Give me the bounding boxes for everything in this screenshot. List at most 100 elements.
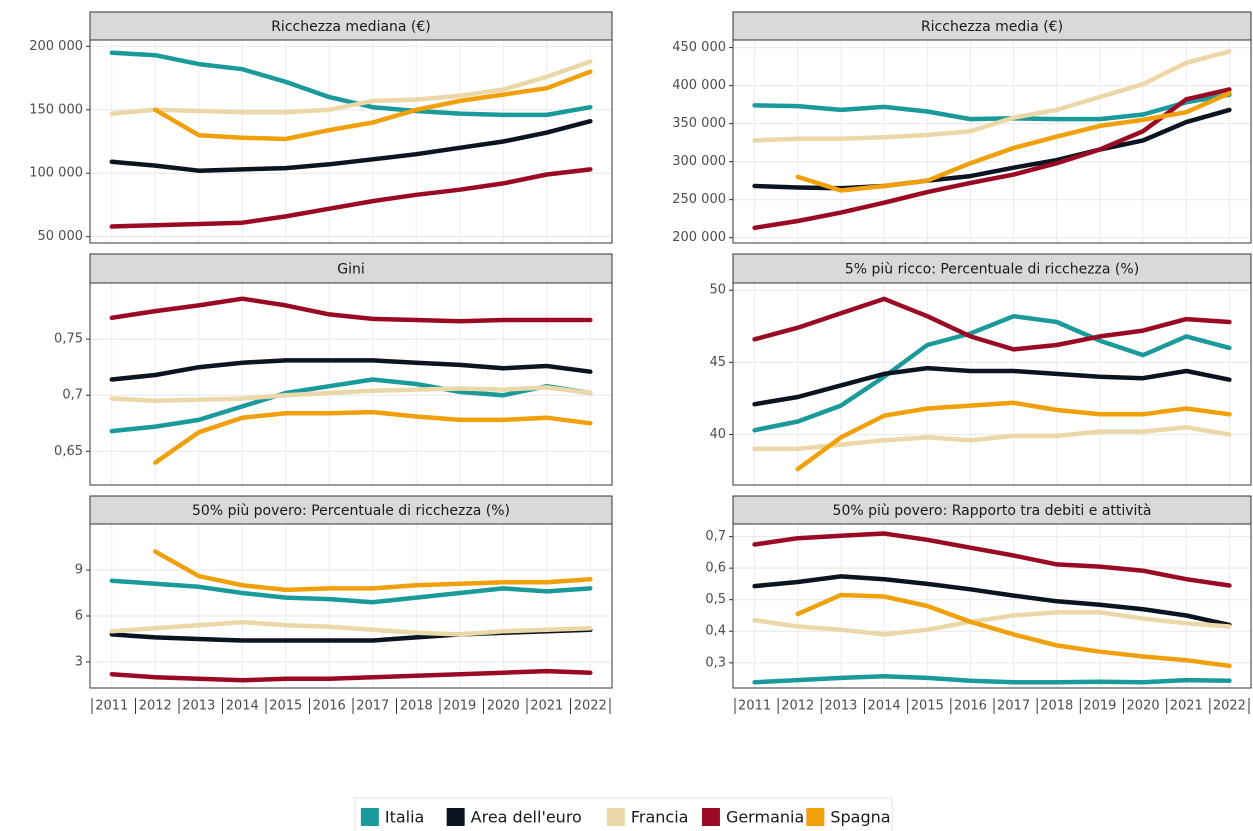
legend-swatch [446, 808, 465, 826]
plot-area [90, 40, 612, 243]
x-tick-label: 2011 [95, 699, 128, 714]
x-tick-label: 2014 [868, 699, 901, 714]
x-tick-label: 2012 [781, 699, 814, 714]
plot-border [89, 39, 613, 244]
y-tick-label: 100 000 [29, 166, 83, 181]
x-tick-label: 2019 [1083, 699, 1116, 714]
y-tick-label: 0,5 [705, 592, 726, 607]
series-line [752, 365, 1232, 407]
series-line [752, 87, 1232, 231]
y-tick-label: 45 [709, 355, 726, 370]
legend-label: Italia [385, 808, 425, 827]
y-tick-label: 350 000 [672, 116, 726, 131]
plot-area [733, 283, 1251, 485]
x-tick-label: 2020 [487, 699, 520, 714]
series-line [109, 167, 593, 229]
x-tick-label: 2011 [738, 699, 771, 714]
series-line [752, 531, 1232, 588]
series-line [752, 92, 1232, 122]
y-tick-label: 6 [75, 608, 83, 623]
panel-title: Ricchezza mediana (€) [271, 19, 431, 35]
panel-title: Ricchezza media (€) [921, 19, 1063, 35]
legend-swatch [701, 808, 720, 826]
series-line [109, 619, 593, 637]
strip [732, 253, 1252, 284]
y-tick-label: 450 000 [672, 40, 726, 55]
series-line [795, 592, 1232, 669]
panel-title: 50% più povero: Rapporto tra debiti e at… [833, 503, 1152, 519]
x-tick-label: 2021 [1170, 699, 1203, 714]
legend-label: Francia [631, 808, 689, 827]
panel-title: 5% più ricco: Percentuale di ricchezza (… [845, 262, 1139, 278]
series-line [109, 358, 593, 382]
x-tick-label: 2021 [530, 699, 563, 714]
x-tick-label: 2013 [824, 699, 857, 714]
x-tick-label: 2019 [443, 699, 476, 714]
x-tick-label: 2014 [226, 699, 259, 714]
plot-border [89, 282, 613, 486]
series-line [109, 59, 593, 116]
panel-title: 50% più povero: Percentuale di ricchezza… [192, 503, 510, 519]
series-line [109, 296, 593, 324]
legend-swatch [360, 808, 379, 826]
panel-title: Gini [337, 262, 365, 278]
y-tick-label: 3 [75, 654, 83, 669]
series-line [109, 118, 593, 173]
plot-border [89, 523, 613, 689]
y-tick-label: 250 000 [672, 192, 726, 207]
series-line [109, 578, 593, 605]
plot-area [90, 524, 612, 688]
legend-swatch [806, 808, 825, 826]
x-tick-label: 2016 [313, 699, 346, 714]
strip [89, 495, 613, 525]
x-tick-label: 2020 [1127, 699, 1160, 714]
strip [732, 495, 1252, 525]
y-tick-label: 0,7 [62, 388, 83, 403]
y-tick-label: 9 [75, 562, 83, 577]
plot-border [732, 39, 1252, 244]
x-tick-label: 2018 [1040, 699, 1073, 714]
y-tick-label: 0,7 [705, 529, 726, 544]
y-tick-label: 0,75 [54, 332, 83, 347]
y-tick-label: 50 [709, 283, 726, 298]
y-tick-label: 0,4 [705, 624, 726, 639]
x-tick-label: 2016 [954, 699, 987, 714]
y-tick-label: 200 000 [672, 230, 726, 245]
x-tick-label: 2012 [139, 699, 172, 714]
strip [732, 11, 1252, 41]
legend-label: Germania [726, 808, 804, 827]
x-tick-label: 2022 [574, 699, 607, 714]
x-tick-label: 2013 [182, 699, 215, 714]
strip [89, 11, 613, 41]
series-line [109, 668, 593, 683]
series-line [109, 50, 593, 118]
plot-border [732, 523, 1252, 689]
y-tick-label: 200 000 [29, 39, 83, 54]
legend-label: Spagna [830, 808, 890, 827]
y-tick-label: 50 000 [38, 229, 84, 244]
x-tick-label: 2018 [400, 699, 433, 714]
series-line [109, 385, 593, 404]
y-tick-label: 0,3 [705, 655, 726, 670]
y-tick-label: 0,6 [705, 561, 726, 576]
series-line [752, 574, 1232, 628]
y-tick-label: 300 000 [672, 154, 726, 169]
series-line [752, 610, 1232, 637]
series-line [752, 313, 1232, 433]
x-tick-label: 2015 [911, 699, 944, 714]
x-tick-label: 2017 [997, 699, 1030, 714]
series-line [752, 674, 1232, 685]
series-line [153, 549, 593, 593]
series-line [795, 400, 1232, 472]
series-line [752, 296, 1232, 352]
series-line [153, 409, 593, 465]
series-line [153, 69, 593, 142]
y-tick-label: 0,65 [54, 444, 83, 459]
series-line [109, 377, 593, 434]
series-line [795, 90, 1232, 193]
y-tick-label: 400 000 [672, 78, 726, 93]
x-tick-label: 2017 [356, 699, 389, 714]
legend-swatch [606, 808, 625, 826]
y-tick-label: 150 000 [29, 102, 83, 117]
